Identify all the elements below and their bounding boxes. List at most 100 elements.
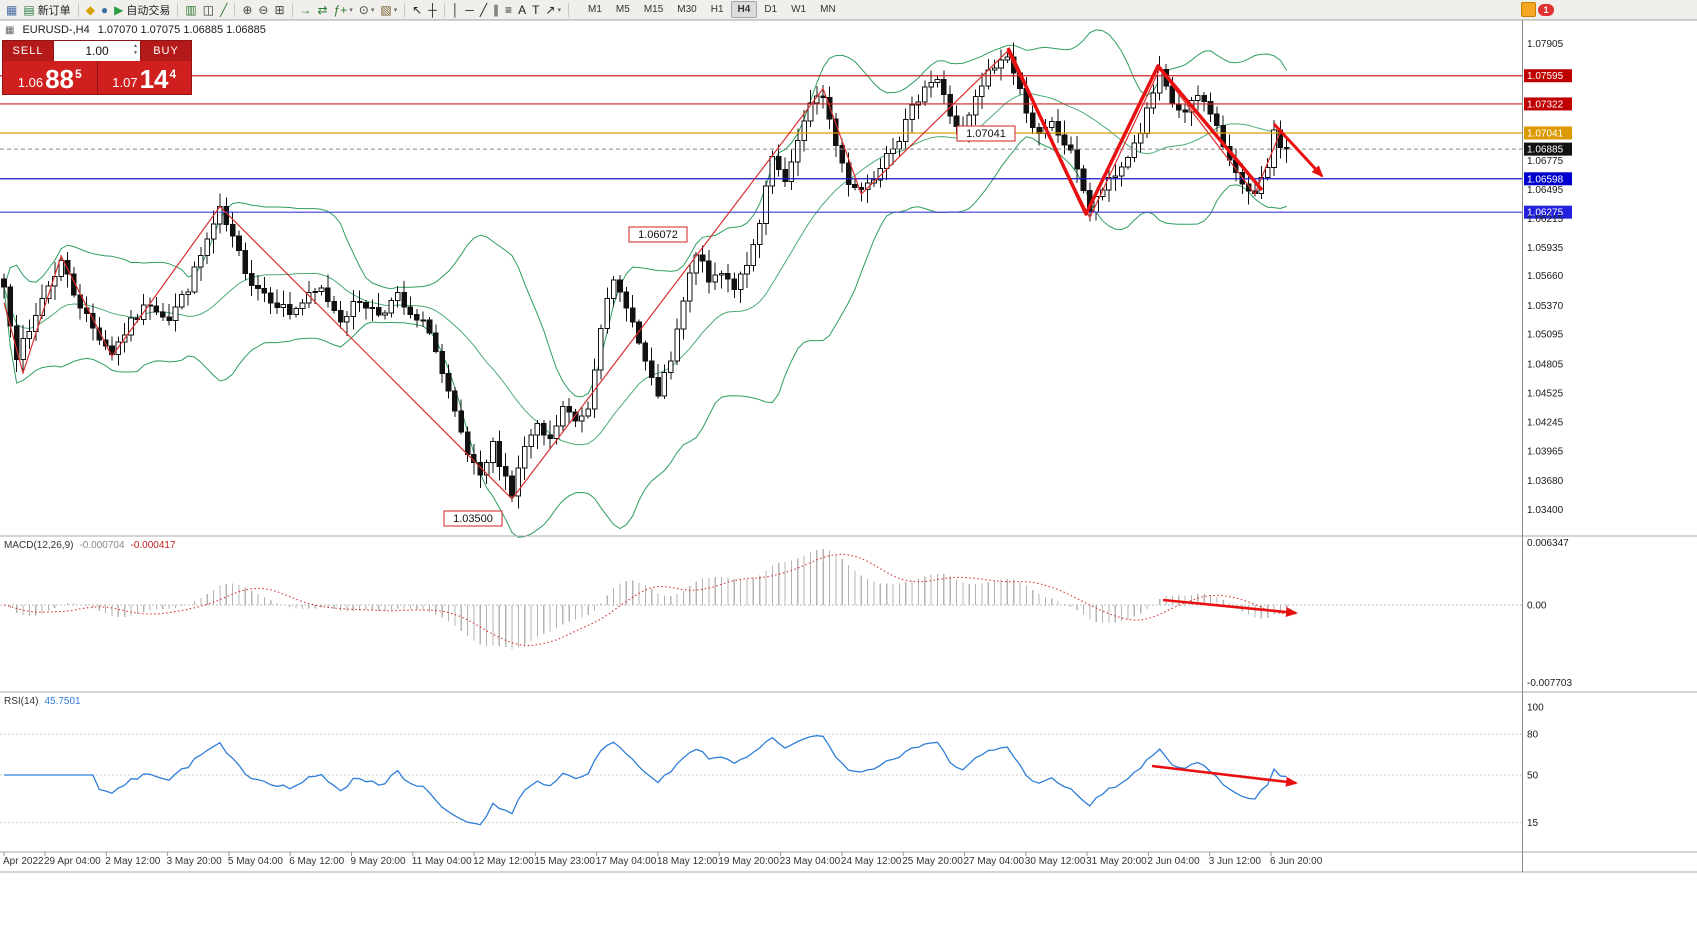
candlestick-series[interactable] bbox=[1, 42, 1290, 509]
text-icon[interactable]: A bbox=[515, 1, 529, 19]
macd-panel[interactable] bbox=[0, 549, 1523, 649]
zoom-in-icon[interactable]: ⊕ bbox=[239, 1, 255, 19]
templates-icon[interactable]: ▧ ▾ bbox=[377, 1, 400, 19]
crosshair-icon: ┼ bbox=[428, 2, 437, 17]
bar-chart-icon[interactable]: ▥ bbox=[182, 1, 199, 19]
timeframe-h1[interactable]: H1 bbox=[710, 4, 724, 15]
price-tick-label: 1.04805 bbox=[1527, 360, 1564, 371]
svg-text:1.07041: 1.07041 bbox=[1527, 128, 1564, 139]
spinner-up-icon[interactable]: ▲ bbox=[133, 43, 138, 49]
chart-shift-icon[interactable]: ⇄ bbox=[315, 1, 331, 19]
chevron-down-icon[interactable]: ▾ bbox=[557, 6, 561, 14]
lot-spinner-arrows[interactable]: ▲ ▼ bbox=[133, 43, 138, 57]
time-tick-label: 12 May 12:00 bbox=[473, 856, 534, 867]
fibonacci-icon[interactable]: ≡ bbox=[502, 1, 515, 19]
algo-icon[interactable]: ● bbox=[98, 1, 111, 19]
time-tick-label: 25 May 20:00 bbox=[902, 856, 963, 867]
macd-axis-label: -0.007703 bbox=[1527, 678, 1572, 689]
metaeditor-icon: ◆ bbox=[85, 2, 95, 17]
zoom-out-icon[interactable]: ⊖ bbox=[255, 1, 271, 19]
autotrading-button: ▶ bbox=[114, 2, 124, 17]
label-icon[interactable]: T bbox=[529, 1, 542, 19]
toolbar-separator bbox=[77, 2, 79, 17]
zoom-in-icon: ⊕ bbox=[242, 2, 253, 17]
time-axis[interactable]: Apr 2022 29 Apr 04:00 2 May 12:00 3 May 20:… bbox=[3, 852, 1323, 867]
horizontal-line-icon[interactable]: ─ bbox=[462, 1, 477, 19]
toolbar-separator bbox=[568, 2, 569, 17]
macd-axis-label: 0.00 bbox=[1527, 601, 1547, 612]
notifications-indicator[interactable]: 1 bbox=[1521, 2, 1554, 17]
periods-icon: ⊙ bbox=[358, 2, 369, 17]
rsi-level-label: 100 bbox=[1527, 703, 1544, 714]
price-axis[interactable]: 1.07595 1.07322 1.07041 1.06598 1.06275 1.068… bbox=[1524, 39, 1572, 829]
timeframe-h4[interactable]: H4 bbox=[730, 1, 758, 18]
sell-price[interactable]: 1.06 88 5 bbox=[3, 61, 97, 94]
timeframe-m30[interactable]: M30 bbox=[677, 4, 697, 15]
toolbar-separator bbox=[443, 2, 445, 17]
mobile-alert-icon[interactable] bbox=[1521, 2, 1536, 17]
line-chart-icon[interactable]: ╱ bbox=[217, 1, 230, 19]
indicators-icon[interactable]: ƒ+ ▾ bbox=[331, 1, 356, 19]
lot-size-stepper[interactable]: 1.00 ▲ ▼ bbox=[53, 41, 141, 61]
timeframe-m15[interactable]: M15 bbox=[643, 4, 664, 15]
arrows-icon[interactable]: ↗ ▾ bbox=[542, 1, 564, 19]
price-tick-label: 1.04245 bbox=[1527, 417, 1564, 428]
indicators-icon: ƒ+ bbox=[333, 2, 348, 17]
buy-button[interactable]: BUY bbox=[141, 41, 191, 61]
timeframe-m1[interactable]: M1 bbox=[588, 4, 602, 15]
price-label-annotation[interactable] bbox=[628, 226, 688, 243]
price-tick-label: 1.05935 bbox=[1527, 243, 1564, 254]
chart-icon: ▦ bbox=[5, 24, 15, 36]
notification-badge[interactable]: 1 bbox=[1538, 3, 1554, 16]
timeframe-mn[interactable]: MN bbox=[820, 4, 836, 15]
metaeditor-icon[interactable]: ◆ bbox=[83, 1, 98, 19]
svg-text:1.06275: 1.06275 bbox=[1527, 208, 1564, 219]
periods-icon[interactable]: ⊙ ▾ bbox=[356, 1, 378, 19]
rsi-header: RSI(14) 45.7501 bbox=[4, 696, 81, 707]
time-tick-label: 2 May 12:00 bbox=[105, 856, 160, 867]
tile-windows-icon[interactable]: ⊞ bbox=[271, 1, 287, 19]
price-tick-label: 1.05370 bbox=[1527, 301, 1564, 312]
cursor-icon[interactable]: ↖ bbox=[409, 1, 425, 19]
rsi-panel[interactable] bbox=[0, 733, 1523, 826]
line-chart-icon: ╱ bbox=[220, 2, 228, 17]
chevron-down-icon[interactable]: ▾ bbox=[393, 6, 398, 14]
crosshair-icon[interactable]: ┼ bbox=[425, 1, 440, 19]
trend-arrows[interactable] bbox=[1006, 47, 1324, 787]
timeframe-d1[interactable]: D1 bbox=[764, 4, 778, 15]
equidistant-channel-icon[interactable]: ∥ bbox=[490, 1, 502, 19]
trendline-icon[interactable]: ╱ bbox=[477, 1, 490, 19]
buy-price[interactable]: 1.07 14 4 bbox=[98, 61, 192, 94]
lot-size-value[interactable]: 1.00 bbox=[85, 44, 109, 58]
sell-button[interactable]: SELL bbox=[3, 41, 53, 61]
vertical-line-icon[interactable]: │ bbox=[449, 1, 463, 19]
chart-window-icon[interactable]: ▦ bbox=[3, 1, 20, 19]
toolbar-separator bbox=[177, 2, 179, 17]
time-tick-label: 15 May 23:00 bbox=[534, 856, 595, 867]
timeframe-m5[interactable]: M5 bbox=[615, 4, 630, 15]
time-tick-label: 31 May 20:00 bbox=[1086, 856, 1147, 867]
horizontal-lines[interactable] bbox=[0, 75, 1523, 213]
new-order-button-label: 新订单 bbox=[37, 4, 71, 17]
buy-price-pips: 14 bbox=[139, 63, 169, 94]
time-tick-label: 9 May 20:00 bbox=[351, 856, 406, 867]
spinner-down-icon[interactable]: ▼ bbox=[133, 50, 138, 56]
chevron-down-icon[interactable]: ▾ bbox=[349, 6, 353, 14]
timeframe-w1[interactable]: W1 bbox=[791, 4, 807, 15]
time-tick-label: 23 May 04:00 bbox=[780, 856, 841, 867]
candlestick-icon[interactable]: ◫ bbox=[200, 1, 217, 19]
order-panel-top-row: SELL 1.00 ▲ ▼ BUY bbox=[3, 41, 191, 61]
price-label-annotation[interactable] bbox=[956, 125, 1016, 142]
price-label-annotation[interactable] bbox=[443, 510, 503, 527]
new-order-button[interactable]: ▤ 新订单 bbox=[20, 1, 73, 19]
equidistant-channel-icon: ∥ bbox=[493, 2, 500, 17]
price-tick-label: 1.03965 bbox=[1527, 446, 1564, 457]
price-annotations[interactable]: 1.07041 1.06072 1.03500 bbox=[443, 125, 1016, 527]
auto-scroll-icon[interactable]: → bbox=[297, 1, 315, 19]
chevron-down-icon[interactable]: ▾ bbox=[370, 6, 375, 14]
rsi-name: RSI(14) bbox=[4, 696, 39, 707]
autotrading-button[interactable]: ▶ 自动交易 bbox=[111, 1, 173, 19]
ohlc-values: 1.07070 1.07075 1.06885 1.06885 bbox=[97, 24, 266, 36]
macd-axis-label: 0.006347 bbox=[1527, 538, 1569, 549]
